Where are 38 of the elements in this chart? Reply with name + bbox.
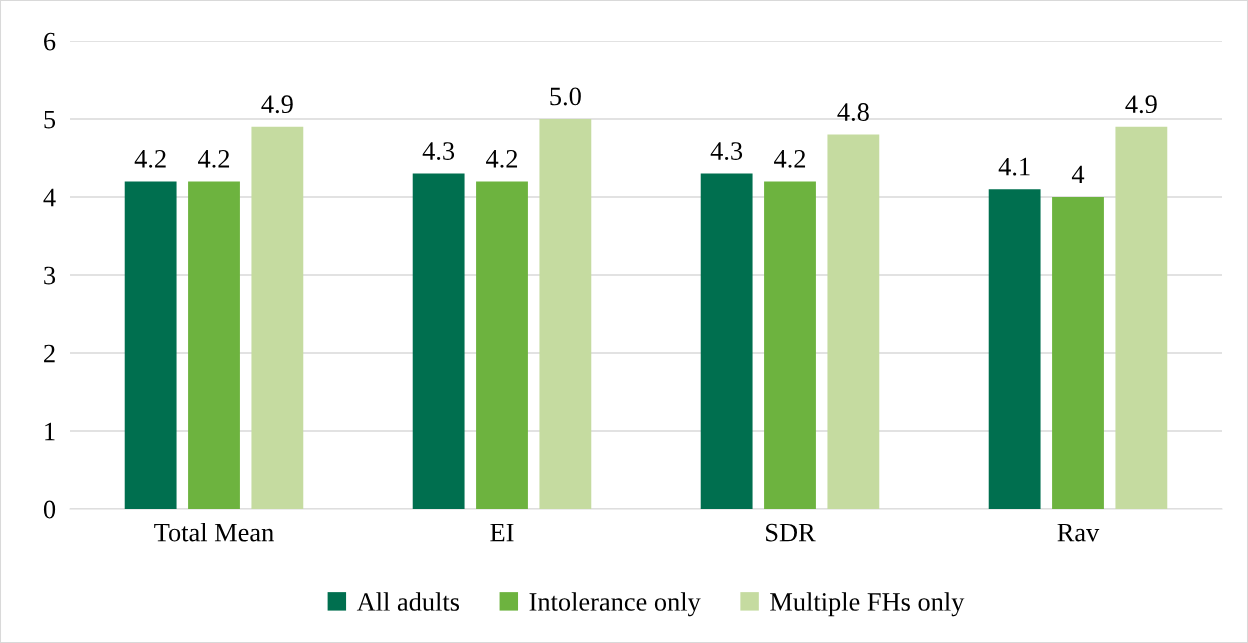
x-tick-label: EI [490,523,514,542]
data-label: 4.2 [198,149,230,168]
bar [827,134,880,509]
y-tick-label: 0 [43,500,56,519]
y-tick-label: 4 [43,188,56,207]
y-tick-label: 1 [45,422,55,441]
legend-label: All adults [356,592,460,611]
data-label: 4 [1071,165,1085,184]
data-label: 4.2 [134,149,166,168]
bar [188,181,240,509]
x-tick-label: Total Mean [154,522,274,542]
data-label: 4.9 [261,95,293,114]
y-tick-label: 2 [44,344,55,363]
bar [1115,126,1168,509]
y-tick-label: 6 [44,32,56,51]
bar [764,181,816,509]
bar [412,173,465,509]
x-tick-label: SDR [766,523,816,542]
data-label: 4.9 [1125,95,1157,114]
data-label: 4.2 [774,149,806,168]
bar [700,173,753,509]
bar [539,119,592,509]
bar [251,126,304,509]
bar [1052,197,1104,509]
x-tick-label: Rav [1057,523,1100,542]
y-tick-label: 5 [44,110,56,129]
legend-label: Multiple FHs only [770,592,965,617]
data-label: 5.0 [550,87,581,106]
y-tick-label: 3 [44,266,56,285]
bar [476,181,528,509]
data-label: 4.8 [837,103,869,122]
bar [124,181,177,509]
bar [988,189,1041,509]
data-label: 4.3 [710,142,743,161]
legend-label: Intolerance only [529,592,701,617]
data-label: 4.1 [998,157,1030,176]
data-label: 4.2 [486,149,518,168]
data-label: 4.3 [422,142,455,161]
